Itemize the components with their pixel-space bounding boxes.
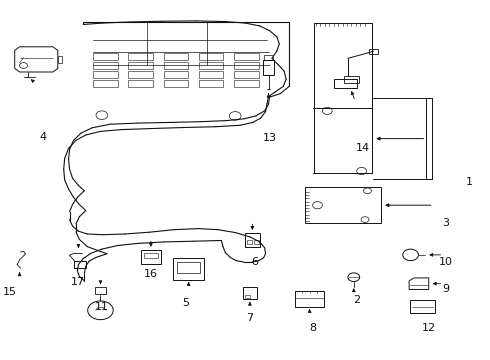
Text: 17: 17 (71, 276, 84, 287)
Text: 15: 15 (3, 287, 17, 297)
Text: 12: 12 (422, 323, 436, 333)
Text: 7: 7 (246, 312, 253, 323)
Text: 9: 9 (442, 284, 449, 294)
Text: 6: 6 (251, 257, 258, 267)
Text: 10: 10 (439, 257, 453, 267)
Text: 2: 2 (353, 294, 360, 305)
Text: 8: 8 (309, 323, 316, 333)
Text: 1: 1 (466, 177, 473, 187)
Text: 3: 3 (442, 218, 449, 228)
Text: 4: 4 (40, 132, 47, 142)
Text: 14: 14 (356, 143, 369, 153)
Text: 16: 16 (144, 269, 158, 279)
Text: 5: 5 (182, 298, 189, 308)
Text: 13: 13 (263, 132, 276, 143)
Text: 11: 11 (95, 302, 109, 312)
